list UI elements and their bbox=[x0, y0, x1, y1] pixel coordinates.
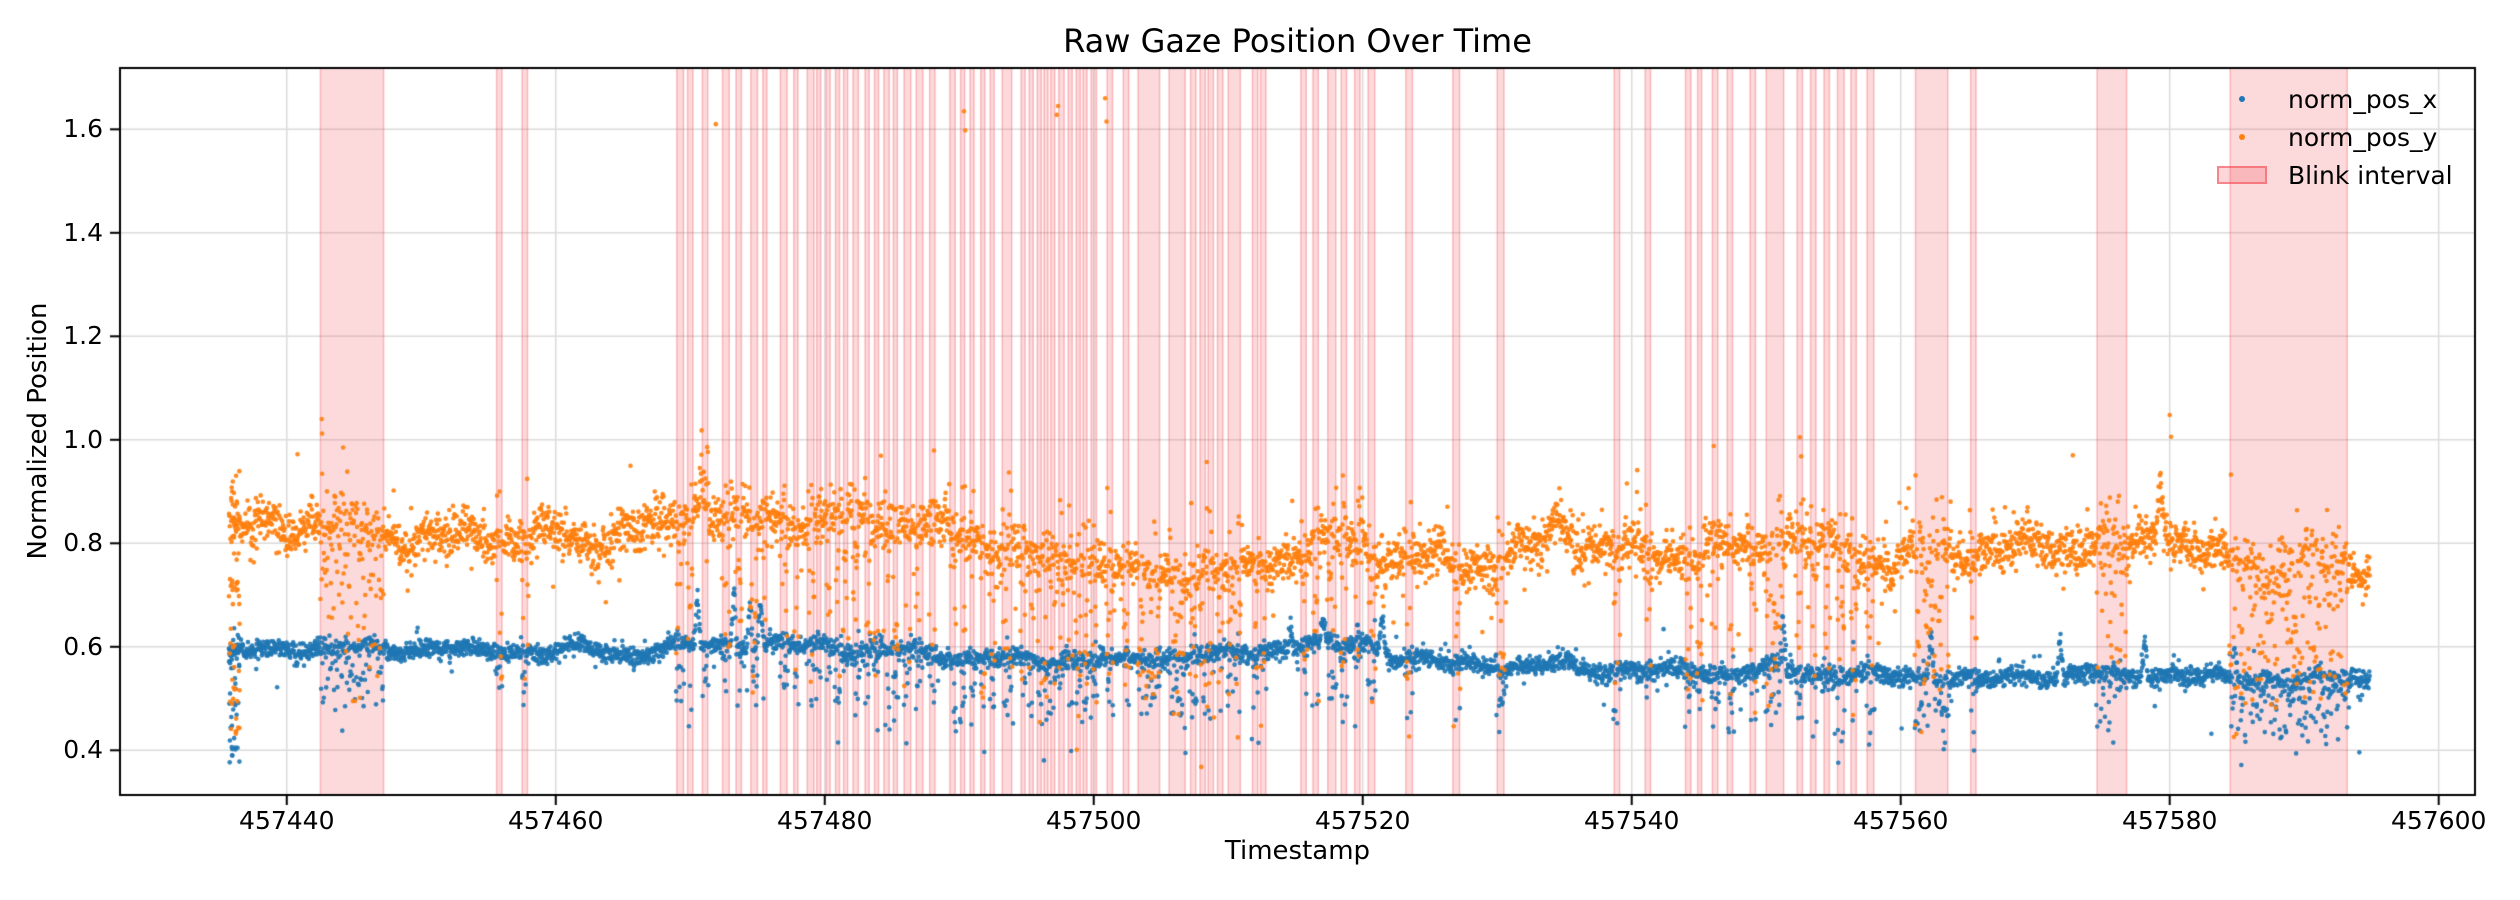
legend-label: norm_pos_y bbox=[2288, 122, 2438, 152]
y-tick-label: 1.4 bbox=[63, 217, 103, 247]
legend-entry-blink-interval: Blink interval bbox=[2196, 156, 2453, 194]
y-tick-label: 1.2 bbox=[63, 321, 103, 351]
x-tick-label: 457460 bbox=[508, 806, 604, 835]
x-tick-label: 457440 bbox=[239, 806, 335, 835]
y-tick-label: 0.4 bbox=[63, 735, 103, 765]
x-tick-label: 457600 bbox=[2390, 806, 2487, 835]
legend-label: norm_pos_x bbox=[2288, 84, 2438, 114]
legend: norm_pos_x norm_pos_y Blink interval bbox=[2196, 80, 2453, 194]
y-tick-label: 1.0 bbox=[63, 424, 103, 454]
chart-title: Raw Gaze Position Over Time bbox=[1063, 22, 1532, 60]
x-tick-label: 457480 bbox=[777, 806, 873, 835]
x-tick-label: 457500 bbox=[1046, 806, 1142, 835]
legend-label: Blink interval bbox=[2288, 160, 2453, 190]
y-tick-label: 0.8 bbox=[63, 528, 103, 558]
x-tick-label: 457560 bbox=[1852, 806, 1949, 835]
blink-patch-icon bbox=[2217, 166, 2267, 184]
y-tick-label: 1.6 bbox=[63, 114, 103, 144]
x-axis-label: Timestamp bbox=[1224, 836, 1371, 866]
x-tick-label: 457520 bbox=[1315, 806, 1411, 835]
x-tick-label: 457580 bbox=[2121, 806, 2218, 835]
legend-entry-norm-pos-y: norm_pos_y bbox=[2196, 118, 2453, 156]
y-tick-label: 0.6 bbox=[63, 631, 103, 661]
scatter-dot-icon bbox=[2239, 134, 2245, 140]
legend-entry-norm-pos-x: norm_pos_x bbox=[2196, 80, 2453, 118]
scatter-dot-icon bbox=[2239, 96, 2245, 102]
x-tick-label: 457540 bbox=[1584, 806, 1680, 835]
